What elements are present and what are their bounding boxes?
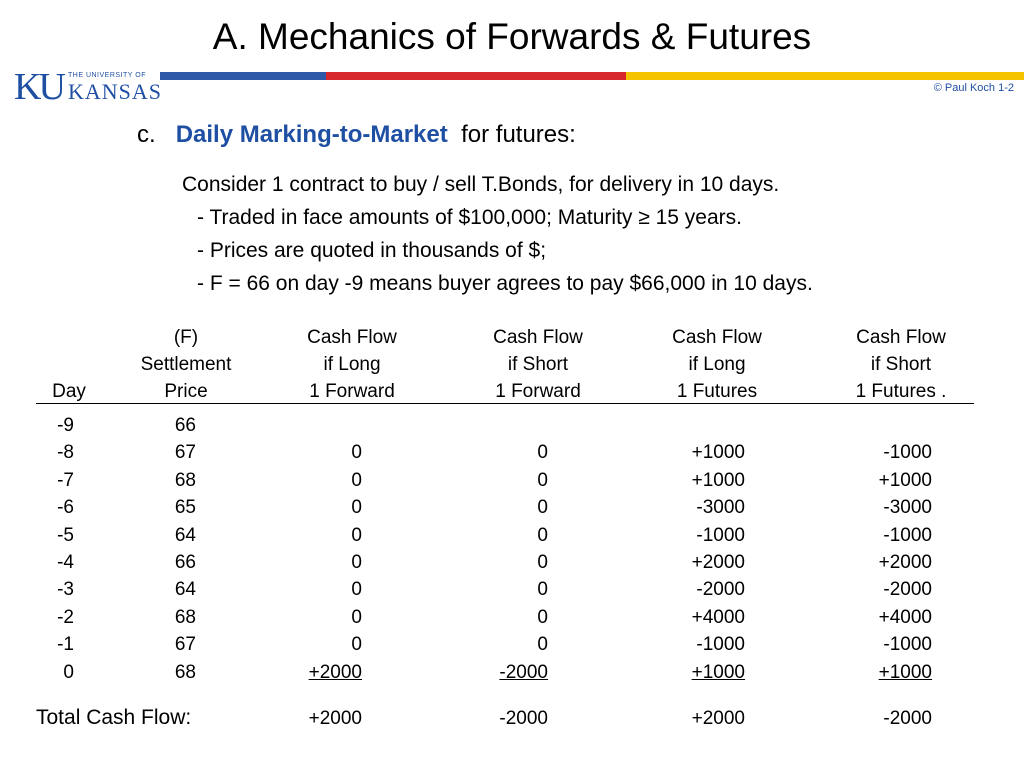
cell-long-futures: +1000 [691, 442, 745, 464]
cell-long-futures: +1000 [691, 661, 745, 683]
cell-long-forward: 0 [351, 606, 362, 628]
header-long-futures-line-1: Cash Flow [672, 327, 762, 348]
cell-day: -7 [57, 469, 74, 491]
cell-day: -4 [57, 552, 74, 573]
header-long-futures-line-3: 1 Futures [676, 381, 758, 402]
ku-logo: KU THE UNIVERSITY OF KANSAS [14, 66, 161, 108]
cell-price: 65 [174, 497, 196, 519]
cell-long-forward: 0 [351, 469, 362, 491]
cell-price: 68 [174, 469, 196, 491]
cell-day: -3 [57, 579, 74, 601]
cell-long-futures: -1000 [696, 524, 745, 546]
cell-long-futures: -1000 [696, 634, 745, 656]
total-long-forward: +2000 [308, 708, 362, 729]
cell-short-futures: +1000 [878, 661, 932, 683]
cell-price: 64 [174, 579, 196, 601]
cell-long-futures: -3000 [696, 497, 745, 519]
copyright: © Paul Koch 1-2 [933, 82, 1014, 94]
cell-long-forward: 0 [351, 552, 362, 573]
cell-short-forward: 0 [537, 497, 548, 519]
logo-kansas: KANSAS [68, 79, 163, 104]
cell-price: 67 [174, 442, 196, 464]
cell-short-forward: -2000 [499, 661, 548, 683]
cell-long-forward: 0 [351, 634, 362, 656]
cell-price: 64 [174, 524, 196, 546]
total-short-futures: -2000 [883, 708, 932, 729]
bar-blue-segment [160, 72, 326, 80]
cell-short-forward: 0 [537, 634, 548, 656]
cell-short-forward: 0 [537, 606, 548, 628]
cell-long-forward: 0 [351, 524, 362, 546]
cell-price: 68 [174, 661, 196, 683]
section-letter: c. [137, 121, 156, 148]
cell-long-futures: +2000 [691, 552, 745, 573]
header-price-line-2: Settlement [140, 354, 232, 375]
cell-day: -8 [57, 442, 74, 464]
intro-line-4: - F = 66 on day -9 means buyer agrees to… [197, 272, 813, 295]
cell-day: 0 [63, 661, 74, 683]
cell-short-forward: 0 [537, 552, 548, 573]
cell-short-futures: +1000 [878, 469, 932, 491]
section-highlight: Daily Marking-to-Market [175, 121, 448, 148]
cell-short-forward: 0 [537, 579, 548, 601]
cell-short-forward: 0 [537, 469, 548, 491]
header-short-forward-line-3: 1 Forward [495, 381, 581, 402]
cell-short-forward: 0 [537, 524, 548, 546]
cell-long-forward: 0 [351, 497, 362, 519]
cell-day: -5 [57, 524, 74, 546]
header-price-line-1: (F) [173, 327, 199, 348]
cell-day: -6 [57, 497, 74, 519]
cell-long-forward: +2000 [308, 661, 362, 683]
cell-long-futures: +1000 [691, 469, 745, 491]
cell-short-futures: -1000 [883, 524, 932, 546]
header-short-futures-line-3: 1 Futures . [855, 381, 947, 402]
cell-day: -1 [57, 634, 74, 656]
total-short-forward: -2000 [499, 708, 548, 729]
header-long-forward-line-3: 1 Forward [309, 381, 395, 402]
header-long-forward-line-1: Cash Flow [307, 327, 397, 348]
logo-university: THE UNIVERSITY OF [68, 72, 146, 79]
cell-short-futures: -1000 [883, 442, 932, 464]
cell-day: -2 [57, 606, 74, 628]
cell-short-futures: -3000 [883, 497, 932, 519]
cell-short-futures: +4000 [878, 606, 932, 628]
header-long-futures-line-2: if Long [688, 354, 746, 375]
cell-day: -9 [57, 415, 74, 436]
header-short-futures-line-2: if Short [870, 354, 932, 375]
cell-long-forward: 0 [351, 442, 362, 464]
bar-red-segment [326, 72, 626, 80]
cell-short-futures: -1000 [883, 634, 932, 656]
total-long-futures: +2000 [691, 708, 745, 729]
cell-short-forward: 0 [537, 442, 548, 464]
header-color-bar [160, 72, 1024, 80]
header-day-line-3: Day [52, 381, 86, 402]
cell-price: 66 [174, 415, 196, 436]
cell-short-futures: +2000 [878, 552, 932, 573]
cell-short-futures: -2000 [883, 579, 932, 601]
cell-price: 67 [174, 634, 196, 656]
bar-yellow-segment [626, 72, 1024, 80]
intro-line-1: Consider 1 contract to buy / sell T.Bond… [182, 173, 780, 196]
header-short-forward-line-1: Cash Flow [493, 327, 583, 348]
cell-price: 68 [174, 606, 196, 628]
section-rest: for futures: [461, 121, 576, 148]
slide-title: A. Mechanics of Forwards & Futures [212, 16, 812, 57]
header-long-forward-line-2: if Long [323, 354, 381, 375]
intro-line-3: - Prices are quoted in thousands of $; [197, 239, 547, 262]
cell-long-futures: -2000 [696, 579, 745, 601]
logo-ku: KU [14, 66, 66, 108]
cell-long-forward: 0 [351, 579, 362, 601]
header-price-line-3: Price [164, 381, 208, 402]
cell-price: 66 [174, 552, 196, 573]
header-short-forward-line-2: if Short [507, 354, 569, 375]
header-short-futures-line-1: Cash Flow [856, 327, 946, 348]
intro-line-2: - Traded in face amounts of $100,000; Ma… [197, 206, 742, 229]
total-cash-flow-label: Total Cash Flow: [36, 706, 192, 729]
header-underline [36, 403, 974, 404]
section-heading: c. Daily Marking-to-Market for futures: [137, 121, 576, 149]
cell-long-futures: +4000 [691, 606, 745, 628]
